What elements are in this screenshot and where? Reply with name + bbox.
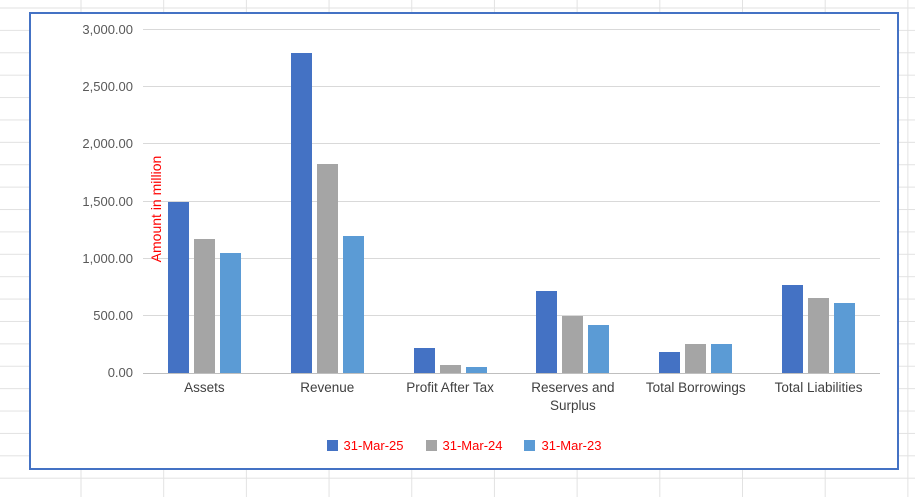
bar-31-Mar-25-reserves-and-surplus[interactable]: [536, 291, 558, 373]
bar-31-Mar-25-revenue[interactable]: [290, 52, 312, 373]
bar-31-Mar-25-total-liabilities[interactable]: [782, 284, 804, 373]
bar-31-Mar-23-revenue[interactable]: [342, 235, 364, 373]
plot-area[interactable]: 0.00 500.00 1,000.00 1,500.00 2,000.00 2,500.…: [82, 22, 880, 380]
gridline: [143, 257, 880, 259]
legend-label: 31-Mar-23: [541, 438, 602, 453]
bar-31-Mar-24-assets[interactable]: [193, 238, 215, 373]
bar-31-Mar-23-total-borrowings[interactable]: [711, 344, 733, 373]
bar-31-Mar-24-revenue[interactable]: [316, 164, 338, 373]
legend-swatch: [524, 440, 536, 451]
legend-swatch: [326, 440, 338, 451]
bar-31-Mar-23-reserves-and-surplus[interactable]: [588, 324, 610, 373]
bar-31-Mar-23-assets[interactable]: [219, 252, 241, 373]
chart[interactable]: 0.00 500.00 1,000.00 1,500.00 2,000.00 2,500.…: [29, 12, 899, 470]
legend-label: 31-Mar-25: [343, 438, 404, 453]
y-axis-tick-label: 1,000.00: [82, 250, 133, 266]
bar-31-Mar-25-assets[interactable]: [167, 201, 189, 373]
category-label: Assets: [184, 380, 225, 395]
y-axis-tick-label: 500.00: [93, 307, 133, 323]
bar-31-Mar-23-total-liabilities[interactable]: [834, 303, 856, 373]
gridline: [143, 29, 880, 30]
category-label: Total Borrowings: [645, 380, 746, 395]
gridline: [143, 86, 880, 88]
bar-31-Mar-24-total-borrowings[interactable]: [685, 344, 707, 373]
gridline: [143, 314, 880, 316]
y-axis-tick-label: 2,000.00: [82, 136, 133, 152]
gridline: [143, 200, 880, 202]
legend-swatch: [425, 440, 437, 451]
category-label: Reserves and Surplus: [531, 380, 615, 414]
y-axis-tick-label: 0.00: [107, 365, 133, 380]
bar-31-Mar-24-reserves-and-surplus[interactable]: [562, 315, 584, 373]
legend-item-31-Mar-25[interactable]: 31-Mar-25: [326, 438, 404, 453]
y-axis-title: Amount in million: [148, 155, 164, 263]
x-axis-line: [143, 373, 880, 374]
y-axis-tick-label: 3,000.00: [82, 22, 133, 37]
legend-label: 31-Mar-24: [442, 438, 503, 453]
legend-item-31-Mar-24[interactable]: 31-Mar-24: [425, 438, 503, 453]
category-label: Total Liabilities: [774, 380, 863, 395]
bar-31-Mar-25-profit-after-tax[interactable]: [413, 347, 435, 373]
category-label: Profit After Tax: [406, 380, 494, 395]
legend: 31-Mar-25 31-Mar-24 31-Mar-23: [31, 438, 897, 453]
bar-31-Mar-24-total-liabilities[interactable]: [808, 297, 830, 373]
bar-31-Mar-23-profit-after-tax[interactable]: [465, 367, 487, 373]
category-label: Revenue: [300, 380, 355, 395]
gridline: [143, 143, 880, 145]
legend-item-31-Mar-23[interactable]: 31-Mar-23: [524, 438, 601, 453]
category-axis: Assets Revenue Profit After Tax Reserves an…: [143, 379, 880, 419]
bar-31-Mar-25-total-borrowings[interactable]: [659, 351, 681, 373]
y-axis-tick-label: 2,500.00: [82, 79, 133, 95]
y-axis-tick-label: 1,500.00: [82, 193, 133, 209]
bar-31-Mar-24-profit-after-tax[interactable]: [439, 365, 461, 373]
